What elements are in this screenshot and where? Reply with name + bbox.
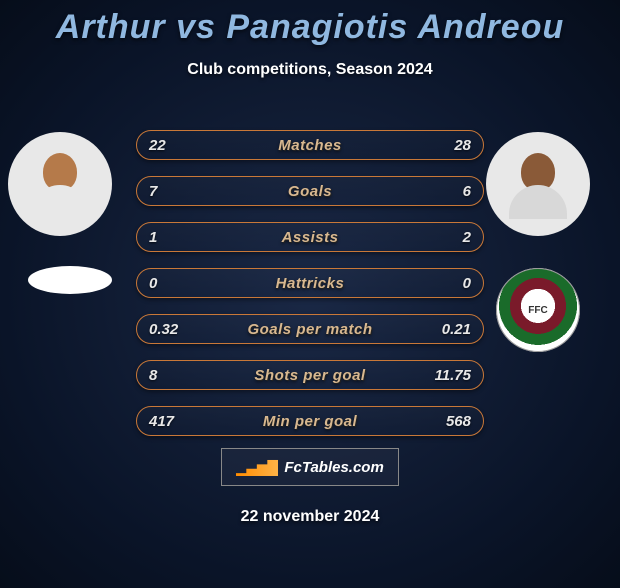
stat-row: 7Goals6: [136, 176, 484, 206]
date-text: 22 november 2024: [0, 508, 620, 526]
stat-label: Shots per goal: [137, 367, 483, 384]
player-left-avatar: [8, 132, 112, 236]
source-logo-text: FcTables.com: [284, 459, 383, 476]
stats-list: 22Matches28 7Goals6 1Assists2 0Hattricks0 0.…: [136, 130, 484, 452]
stat-label: Min per goal: [137, 413, 483, 430]
stat-row: 8Shots per goal11.75: [136, 360, 484, 390]
stat-row: 22Matches28: [136, 130, 484, 160]
stat-label: Goals: [137, 183, 483, 200]
stat-label: Assists: [137, 229, 483, 246]
stat-row: 1Assists2: [136, 222, 484, 252]
stat-label: Hattricks: [137, 275, 483, 292]
page-title: Arthur vs Panagiotis Andreou: [0, 8, 620, 47]
chart-bars-icon: ▁▃▅▇: [236, 458, 278, 476]
source-logo: ▁▃▅▇ FcTables.com: [221, 448, 399, 486]
stat-row: 0.32Goals per match0.21: [136, 314, 484, 344]
player-silhouette-icon: [30, 149, 90, 219]
subtitle: Club competitions, Season 2024: [0, 61, 620, 79]
stat-row: 0Hattricks0: [136, 268, 484, 298]
player-right-avatar: [486, 132, 590, 236]
club-crest-right: FFC: [496, 268, 580, 352]
stat-label: Matches: [137, 137, 483, 154]
stat-row: 417Min per goal568: [136, 406, 484, 436]
player-silhouette-icon: [508, 149, 568, 219]
stat-label: Goals per match: [137, 321, 483, 338]
comparison-card: Arthur vs Panagiotis Andreou Club compet…: [0, 8, 620, 588]
shield-icon: FFC: [496, 268, 580, 352]
club-crest-left: [28, 266, 112, 294]
